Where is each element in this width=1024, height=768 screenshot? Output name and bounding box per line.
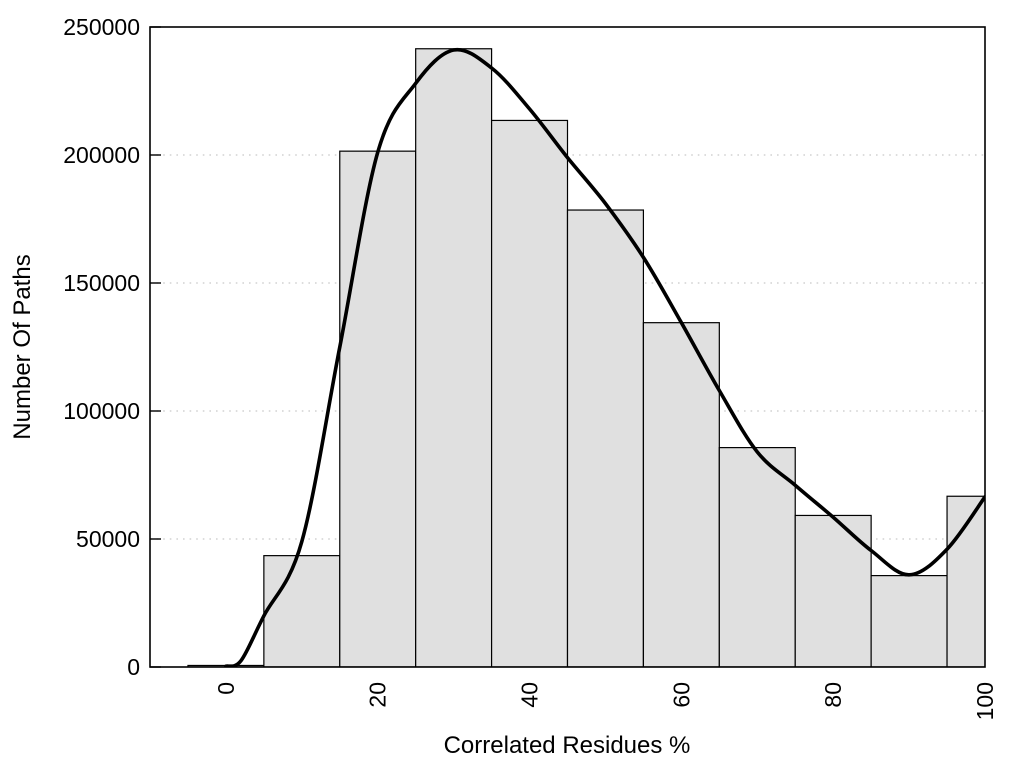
histogram-bar <box>415 48 493 667</box>
x-tick-label: 80 <box>820 682 846 708</box>
x-axis-title: Correlated Residues % <box>444 732 691 759</box>
x-tick-label: 40 <box>517 682 543 708</box>
histogram-bars <box>187 48 985 667</box>
y-axis-ticks <box>150 26 161 668</box>
histogram-bar <box>566 209 645 667</box>
histogram-bar <box>642 322 720 667</box>
y-tick-label: 150000 <box>63 270 140 296</box>
x-tick-label: 0 <box>213 682 239 695</box>
plot-frame <box>149 26 986 668</box>
histogram-bar <box>490 119 569 667</box>
density-curve <box>224 47 985 667</box>
histogram-bar <box>263 555 341 667</box>
y-tick-label: 200000 <box>63 142 140 168</box>
histogram-bar <box>718 447 796 667</box>
density-curve-layer <box>224 47 985 667</box>
y-tick-label: 0 <box>127 654 140 680</box>
histogram-bar <box>794 514 872 667</box>
gridlines <box>150 154 985 540</box>
x-tick-label: 60 <box>668 682 694 708</box>
y-tick-label: 250000 <box>63 14 140 40</box>
x-tick-label: 20 <box>365 682 391 708</box>
y-axis-tick-labels: 0 50000 100000 150000 200000 250000 <box>63 14 140 680</box>
y-axis-title: Number Of Paths <box>9 254 36 439</box>
y-tick-label: 100000 <box>63 398 140 424</box>
x-tick-label: 100 <box>972 682 998 720</box>
histogram-bar <box>339 150 417 667</box>
x-axis-tick-labels: 0 20 40 60 80 100 <box>213 682 998 720</box>
y-tick-label: 50000 <box>76 526 140 552</box>
histogram-bar <box>870 575 948 667</box>
